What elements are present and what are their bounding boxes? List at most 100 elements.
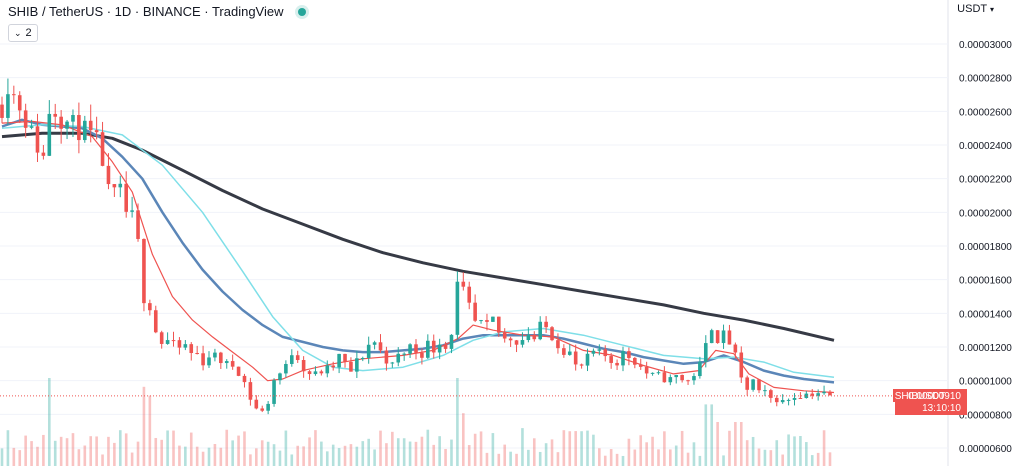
volume-bar	[113, 442, 116, 466]
candle-body	[402, 353, 406, 355]
volume-bar	[124, 433, 128, 466]
candle-body	[331, 365, 335, 368]
volume-bar	[722, 455, 725, 466]
indicators-toggle-button[interactable]: ⌄ 2	[8, 24, 38, 42]
volume-bar	[491, 433, 495, 466]
candle-body	[715, 330, 720, 344]
volume-bar	[77, 449, 81, 466]
volume-bar	[385, 443, 388, 466]
volume-bar	[621, 455, 625, 466]
volume-bar	[373, 449, 376, 466]
volume-bar	[426, 429, 430, 466]
candle-body	[656, 372, 661, 374]
candle-body	[219, 352, 223, 364]
moving-average-line	[1, 131, 835, 342]
candle-body	[680, 374, 684, 381]
moving-average-line	[1, 118, 835, 384]
candle-body	[686, 380, 690, 382]
volume-bar	[396, 438, 400, 466]
candle-body	[774, 397, 779, 403]
volume-bar	[65, 438, 69, 466]
volume-bar	[243, 431, 246, 466]
volume-bar	[136, 441, 140, 466]
candle-body	[343, 353, 347, 362]
volume-bars	[0, 378, 832, 466]
candle-body	[420, 352, 424, 358]
candle-body	[757, 379, 761, 391]
volume-bar	[48, 378, 51, 466]
volume-bar	[89, 436, 93, 466]
volume-bar	[0, 448, 4, 466]
candle-body	[751, 379, 755, 390]
candle-body	[828, 391, 832, 396]
candle-body	[17, 95, 22, 111]
volume-bar	[278, 450, 282, 466]
candle-body	[230, 361, 235, 367]
candle-body	[35, 126, 40, 153]
candle-body	[479, 320, 483, 322]
candle-body	[698, 361, 702, 377]
volume-bar	[450, 439, 453, 466]
volume-bar	[231, 440, 234, 466]
volume-bar	[562, 430, 566, 466]
volume-bar	[473, 433, 477, 466]
volume-bar	[201, 451, 205, 466]
candle-body	[733, 344, 738, 353]
candle-body	[201, 353, 205, 366]
price-axis[interactable]: 0.00003000 0.00002800 0.00002600 0.00002400…	[959, 40, 1012, 455]
volume-bar	[598, 448, 601, 466]
candle-body	[153, 310, 158, 333]
candle-body	[496, 316, 501, 333]
volume-bar	[527, 449, 530, 466]
volume-bar	[698, 455, 702, 466]
volume-bar	[710, 404, 714, 466]
candle-body	[709, 330, 714, 344]
candle-body	[822, 391, 826, 394]
volume-bar	[633, 449, 637, 466]
candle-body	[349, 361, 353, 372]
volume-bar	[178, 445, 181, 466]
candle-body	[556, 340, 560, 349]
price-tick-label: 0.00003000	[959, 40, 1012, 51]
volume-bar	[680, 430, 684, 466]
volume-bar	[24, 435, 27, 466]
candle-body	[366, 344, 371, 358]
volume-bar	[444, 448, 447, 466]
candle-body	[248, 382, 253, 400]
candle-body	[591, 350, 596, 354]
volume-bar	[408, 441, 412, 466]
volume-bar	[237, 435, 240, 466]
volume-bar	[160, 439, 163, 466]
chevron-down-icon: ⌄	[14, 27, 22, 38]
candle-body	[355, 358, 359, 372]
volume-bar	[663, 431, 666, 466]
volume-bar	[83, 445, 87, 466]
price-tag-price: 0.00000910	[908, 391, 961, 402]
volume-bar	[402, 438, 406, 466]
candle-body	[526, 334, 531, 341]
moving-average-lines	[1, 118, 835, 394]
candle-body	[449, 334, 454, 349]
volume-bar	[225, 429, 229, 466]
candle-body	[224, 361, 229, 364]
volume-bar	[184, 446, 187, 466]
currency-selector[interactable]: USDT ▾	[957, 3, 994, 15]
volume-bar	[544, 443, 548, 466]
candle-body	[514, 340, 519, 345]
candle-body	[307, 371, 312, 375]
candle-body	[745, 377, 749, 390]
candle-body	[431, 340, 436, 353]
price-tick-label: 0.00000600	[959, 444, 1012, 455]
volume-bar	[574, 431, 577, 466]
volume-bar	[503, 444, 507, 466]
candle-body	[236, 366, 241, 376]
candle-body	[443, 344, 448, 349]
candle-body	[538, 321, 542, 340]
candle-body	[301, 360, 306, 372]
candle-body	[633, 357, 637, 365]
volume-bar	[497, 453, 501, 466]
candle-body	[337, 353, 341, 368]
candle-body	[798, 397, 803, 399]
volume-bar	[343, 445, 347, 466]
